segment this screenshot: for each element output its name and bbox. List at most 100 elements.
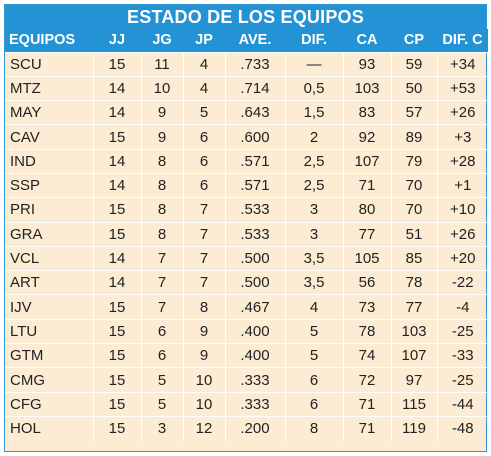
dif-cell: 3,5 [285, 246, 344, 272]
dif-c-cell: +3 [437, 124, 488, 150]
jj-cell: 15 [93, 319, 142, 345]
dif-c-cell: -25 [437, 319, 488, 345]
dif-cell: 2,5 [285, 173, 344, 199]
cp-cell: 57 [391, 100, 438, 126]
jp-cell: 7 [183, 246, 226, 272]
team-cell: GRA [5, 222, 94, 247]
team-cell: VCL [5, 246, 94, 272]
jj-cell: 15 [93, 124, 142, 150]
jg-cell: 8 [141, 173, 184, 199]
jp-cell: 5 [183, 100, 226, 126]
team-cell: HOL [5, 416, 94, 441]
ave-cell: .400 [225, 343, 286, 369]
team-cell: CAV [5, 124, 94, 150]
ave-cell: .643 [225, 100, 286, 126]
team-cell: CMG [5, 367, 94, 393]
jp-cell: 10 [183, 367, 226, 393]
table-row: MAY 14 9 5.643 1,5 83 57 +26 [5, 100, 488, 126]
ca-cell: 107 [343, 149, 392, 174]
dif-cell: 5 [285, 319, 344, 345]
ca-cell: 78 [343, 319, 392, 345]
ave-cell: .200 [225, 416, 286, 441]
ca-cell: 77 [343, 222, 392, 247]
jj-cell: 14 [93, 76, 142, 102]
jj-cell: 14 [93, 173, 142, 199]
dif-c-cell: +20 [437, 246, 488, 272]
cp-cell: 103 [391, 319, 438, 345]
ca-cell: 73 [343, 294, 392, 320]
jj-cell: 15 [93, 294, 142, 320]
jg-cell: 8 [141, 222, 184, 247]
dif-cell: 3 [285, 197, 344, 223]
dif-c-cell: +53 [437, 76, 488, 102]
jg-cell: 7 [141, 294, 184, 320]
ca-cell: 93 [343, 52, 392, 77]
jp-cell: 7 [183, 270, 226, 296]
team-cell: GTM [5, 343, 94, 369]
table-row: ART 14 7 7.500 3,5 56 78 -22 [5, 270, 488, 296]
ave-cell: .400 [225, 319, 286, 345]
ca-cell: 83 [343, 100, 392, 126]
jg-cell: 7 [141, 270, 184, 296]
header-jj: JJ [93, 29, 141, 53]
ave-cell: .467 [225, 294, 286, 320]
table-row: GRA 15 8 7.533 3 77 51 +26 [5, 222, 488, 247]
table-row: LTU 15 6 9.400 5 78 103 -25 [5, 319, 488, 345]
header-jg: JG [141, 29, 183, 53]
dif-cell: — [285, 52, 344, 77]
header-row: EQUIPOS JJ JG JP AVE. DIF. CA CP DIF. C [5, 29, 488, 53]
jg-cell: 7 [141, 246, 184, 272]
table-row: SCU 15 11 4.733—93 59 +34 [5, 52, 488, 77]
ave-cell: .571 [225, 149, 286, 174]
jj-cell: 15 [93, 367, 142, 393]
jg-cell: 8 [141, 149, 184, 174]
team-cell: MAY [5, 100, 94, 126]
ca-cell: 80 [343, 197, 392, 223]
team-cell: IND [5, 149, 94, 174]
dif-c-cell: +1 [437, 173, 488, 199]
jg-cell: 10 [141, 76, 184, 102]
dif-c-cell: -4 [437, 294, 488, 320]
dif-c-cell: +10 [437, 197, 488, 223]
jj-cell: 14 [93, 100, 142, 126]
jg-cell: 9 [141, 100, 184, 126]
table-row: GTM 15 6 9.400 5 74 107 -33 [5, 343, 488, 369]
dif-cell: 5 [285, 343, 344, 369]
jp-cell: 4 [183, 52, 226, 77]
table-row: CFG 15 5 10.333 6 71 115 -44 [5, 392, 488, 417]
dif-c-cell: +28 [437, 149, 488, 174]
ave-cell: .733 [225, 52, 286, 77]
cp-cell: 79 [391, 149, 438, 174]
ca-cell: 71 [343, 392, 392, 417]
team-cell: CFG [5, 392, 94, 417]
dif-cell: 2 [285, 124, 344, 150]
header-dif: DIF. [285, 29, 343, 53]
table-title: ESTADO DE LOS EQUIPOS [5, 5, 486, 29]
jj-cell: 15 [93, 392, 142, 417]
table-row: CMG 15 5 10.333 6 72 97 -25 [5, 367, 488, 393]
ave-cell: .600 [225, 124, 286, 150]
ave-cell: .500 [225, 246, 286, 272]
table-row: PRI 15 8 7.533 3 80 70 +10 [5, 197, 488, 223]
jg-cell: 9 [141, 124, 184, 150]
cp-cell: 70 [391, 173, 438, 199]
header-cp: CP [391, 29, 437, 53]
cp-cell: 119 [391, 416, 438, 441]
ave-cell: .533 [225, 222, 286, 247]
table-row: MTZ 14 10 4.714 0,5 103 50 +53 [5, 76, 488, 102]
cp-cell: 51 [391, 222, 438, 247]
ave-cell: .714 [225, 76, 286, 102]
ca-cell: 105 [343, 246, 392, 272]
header-equipos: EQUIPOS [5, 29, 93, 53]
dif-c-cell: -25 [437, 367, 488, 393]
jg-cell: 5 [141, 392, 184, 417]
ca-cell: 71 [343, 173, 392, 199]
cp-cell: 115 [391, 392, 438, 417]
table-row: HOL 15 3 12.200 8 71 119 -48 [5, 416, 488, 441]
dif-cell: 6 [285, 367, 344, 393]
jp-cell: 7 [183, 197, 226, 223]
jj-cell: 15 [93, 416, 142, 441]
cp-cell: 50 [391, 76, 438, 102]
dif-c-cell: +34 [437, 52, 488, 77]
ca-cell: 103 [343, 76, 392, 102]
